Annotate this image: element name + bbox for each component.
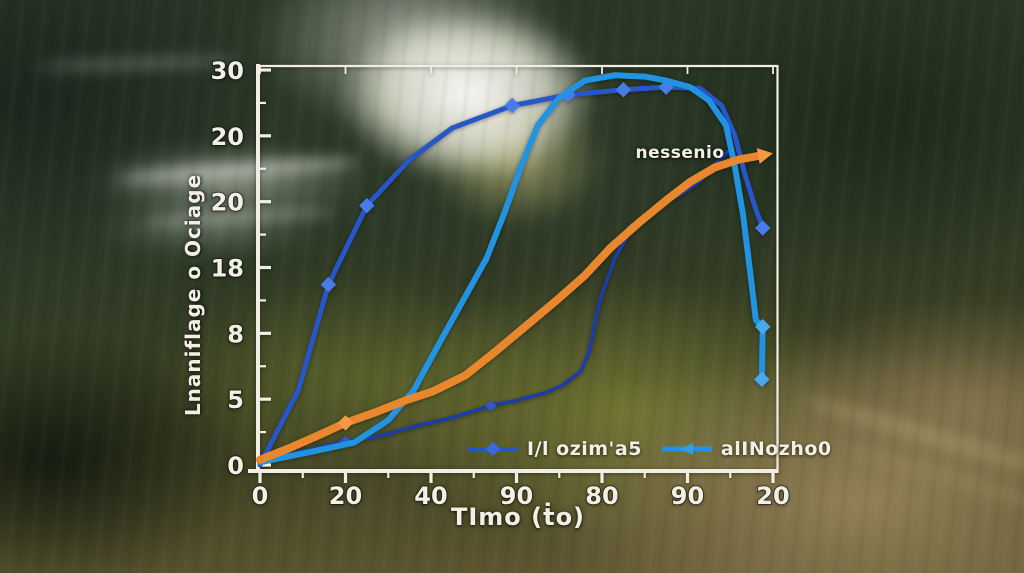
- legend-label: I/l ozim'a5: [527, 438, 642, 460]
- x-tick-label: 90: [671, 482, 704, 510]
- y-tick-label: 5: [227, 386, 244, 414]
- y-axis-title: Lnaniflage o Ociage: [181, 173, 205, 417]
- series-navy-marker: [485, 400, 497, 412]
- series-navy-line: [258, 149, 730, 465]
- series-azure-line: [257, 72, 766, 466]
- y-tick-label: 8: [227, 320, 244, 348]
- series-royal-line: [257, 84, 766, 468]
- y-tick-label: 0: [227, 452, 244, 480]
- x-tick-label: 0: [252, 482, 269, 510]
- legend-entry-royal: I/l ozim'a5: [466, 438, 642, 460]
- y-tick-label: 20: [211, 189, 244, 217]
- annotation-text: nessenio: [635, 143, 725, 163]
- y-tick-label: 30: [211, 57, 244, 85]
- x-axis-title: TImo (ṫo): [450, 503, 586, 531]
- series-royal-marker: [615, 81, 632, 98]
- x-tick-label: 20: [329, 482, 362, 510]
- y-tick-label: 20: [211, 123, 244, 151]
- x-tick-label: 90: [500, 482, 533, 510]
- series-royal-marker: [754, 220, 771, 236]
- legend-entry-azure: alINozho0: [660, 438, 832, 460]
- x-tick-label: 40: [414, 482, 447, 510]
- legend-line-diamond-icon: [468, 441, 518, 457]
- series-azure-marker: [754, 371, 770, 388]
- series-royal-marker: [320, 276, 337, 293]
- x-tick-label: 80: [585, 482, 618, 510]
- series-orange-arrowhead-icon: [756, 148, 773, 164]
- x-tick-label: 20: [756, 482, 789, 510]
- y-tick-label: 18: [211, 255, 244, 283]
- legend-line-arrow-icon: [661, 443, 712, 455]
- series-royal-marker: [504, 97, 521, 114]
- legend: I/l ozim'a5 alINozho0: [466, 438, 832, 460]
- legend-label: alINozho0: [720, 438, 832, 460]
- series-royal-marker: [359, 197, 375, 214]
